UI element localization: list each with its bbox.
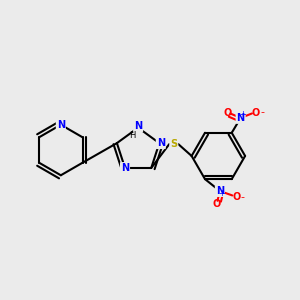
Text: H: H (129, 130, 135, 140)
Text: O: O (223, 108, 231, 118)
Text: O: O (251, 108, 260, 118)
Text: O: O (213, 200, 221, 209)
Text: N: N (121, 163, 129, 173)
Text: -: - (260, 107, 264, 117)
Text: N: N (134, 121, 142, 131)
Text: +: + (239, 110, 246, 119)
Text: +: + (218, 190, 225, 199)
Text: S: S (170, 139, 177, 149)
Text: N: N (157, 138, 165, 148)
Text: N: N (216, 186, 224, 196)
Text: -: - (240, 193, 244, 202)
Text: N: N (57, 120, 65, 130)
Text: O: O (232, 192, 240, 202)
Text: N: N (237, 113, 245, 123)
